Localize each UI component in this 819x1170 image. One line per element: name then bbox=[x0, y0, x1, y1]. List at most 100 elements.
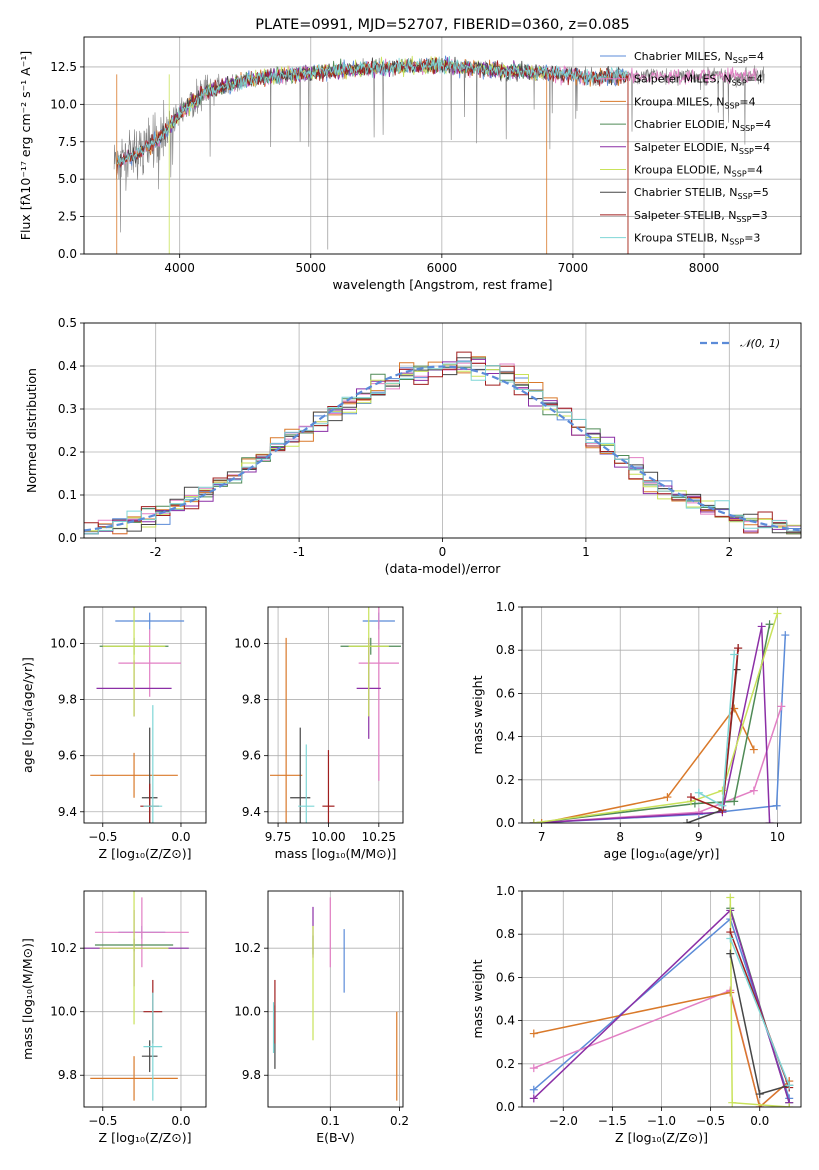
series-line bbox=[533, 626, 771, 823]
plot-frame bbox=[83, 36, 802, 255]
legend-subscript: SSP bbox=[733, 56, 748, 65]
plot-frame bbox=[521, 606, 802, 824]
legend-label: Chabrier ELODIE, N bbox=[634, 118, 740, 131]
data-point bbox=[749, 786, 758, 795]
legend-subscript: SSP bbox=[740, 124, 755, 133]
x-tick-label: 8 bbox=[616, 830, 624, 844]
errorbar-kroupa-stelib bbox=[143, 705, 163, 823]
y-tick-label: 0.0 bbox=[58, 531, 77, 545]
y-tick-label: 0.0 bbox=[58, 247, 77, 261]
data-point bbox=[730, 797, 739, 806]
x-tick-label: 9.75 bbox=[265, 830, 292, 844]
y-tick-label: 9.8 bbox=[242, 693, 261, 707]
y-tick-label: 10.0 bbox=[50, 97, 77, 111]
errorbars bbox=[272, 897, 398, 1101]
x-axis-label: E(B-V) bbox=[316, 1130, 355, 1145]
legend-subscript: SSP bbox=[732, 170, 747, 179]
legend-entry: Kroupa MILES, NSSP=4 bbox=[634, 95, 756, 110]
x-tick-label: 9 bbox=[695, 830, 703, 844]
legend-entry: Kroupa ELODIE, NSSP=4 bbox=[634, 164, 763, 179]
y-tick-label: 9.4 bbox=[58, 805, 77, 819]
errorbar-salpeter-miles bbox=[94, 897, 189, 968]
y-tick-label: 0.5 bbox=[58, 316, 77, 330]
y-tick-label: 10.0 bbox=[50, 1005, 77, 1019]
y-axis-label: age [log₁₀(age/yr)] bbox=[20, 657, 35, 773]
errorbar-salpeter-stelib bbox=[322, 750, 335, 823]
x-tick-label: 10.00 bbox=[311, 830, 345, 844]
panel-age-vs-Z: −0.5 0.0 9.4 9.6 9.8 10.0 Z [log₁₀(Z/Z⊙)] age [… bbox=[20, 606, 207, 861]
data-point bbox=[785, 1081, 794, 1090]
errorbar-kroupa-elodie bbox=[348, 607, 389, 717]
data-point bbox=[728, 1098, 737, 1107]
data-point bbox=[773, 609, 782, 618]
series-kroupa-miles bbox=[529, 988, 794, 1107]
data-point bbox=[749, 745, 758, 754]
model-spectrum-kroupa-stelib bbox=[116, 56, 629, 165]
legend-value: =5 bbox=[753, 186, 769, 199]
panel-weight-vs-age: 7 8 9 10 0.0 0.2 0.4 0.6 0.8 1.0 age [log₁₀(age/yr… bbox=[470, 600, 802, 861]
series-kroupa-stelib bbox=[726, 934, 794, 1090]
data-point bbox=[663, 793, 672, 802]
x-tick-label: 0.2 bbox=[390, 1114, 409, 1128]
y-tick-label: 0.2 bbox=[496, 1057, 515, 1071]
panel-weight-vs-Z: −2.0 −1.5 −1.0 −0.5 0.0 0.0 0.2 0.4 0.6 0.8 1.0 Z [… bbox=[470, 884, 802, 1145]
weight-lines bbox=[529, 893, 794, 1107]
y-axis-label: mass weight bbox=[470, 675, 485, 754]
y-tick-label: 0.8 bbox=[496, 927, 515, 941]
y-axis-label: Normed distribution bbox=[24, 368, 39, 493]
y-tick-label: 9.6 bbox=[242, 749, 261, 763]
legend-entry: Salpeter STELIB, NSSP=3 bbox=[634, 209, 768, 224]
data-point bbox=[694, 788, 703, 797]
legend-value: =3 bbox=[744, 232, 760, 245]
data-point bbox=[755, 1090, 764, 1099]
errorbar-kroupa-elodie bbox=[99, 891, 169, 1025]
errorbar-kroupa-miles bbox=[270, 637, 303, 823]
y-tick-label: 0.4 bbox=[496, 1014, 515, 1028]
data-point bbox=[726, 934, 735, 943]
normal-curve bbox=[84, 365, 801, 532]
x-tick-label: 6000 bbox=[427, 261, 458, 275]
legend-value: =4 bbox=[739, 95, 755, 108]
x-axis-label: Z [log₁₀(Z/Z⊙)] bbox=[99, 846, 192, 861]
y-tick-label: 9.4 bbox=[242, 805, 261, 819]
legend-value: =4 bbox=[748, 50, 764, 63]
x-tick-label: −2.0 bbox=[549, 1114, 578, 1128]
series-line bbox=[533, 613, 779, 823]
y-tick-label: 10.0 bbox=[234, 636, 261, 650]
x-tick-label: −1.0 bbox=[647, 1114, 676, 1128]
errorbar-kroupa-stelib bbox=[298, 744, 315, 823]
x-tick-label: 8000 bbox=[689, 261, 720, 275]
data-point bbox=[529, 1094, 538, 1103]
x-axis-label: Z [log₁₀(Z/Z⊙)] bbox=[99, 1130, 192, 1145]
chart-title: PLATE=0991, MJD=52707, FIBERID=0360, z=0… bbox=[255, 17, 629, 33]
y-tick-label: 0.2 bbox=[496, 773, 515, 787]
y-axis-label: mass weight bbox=[470, 959, 485, 1038]
x-tick-label: −0.5 bbox=[88, 830, 117, 844]
errorbar-kroupa-stelib bbox=[143, 992, 163, 1101]
x-tick-label: −0.5 bbox=[696, 1114, 725, 1128]
legend-label: Salpeter STELIB, N bbox=[634, 209, 736, 222]
series-line bbox=[533, 991, 790, 1107]
data-point bbox=[529, 1085, 538, 1094]
data-point bbox=[785, 1103, 794, 1107]
x-tick-label: 2 bbox=[725, 545, 733, 559]
x-axis-label: age [log₁₀(age/yr)] bbox=[604, 846, 720, 861]
y-tick-label: 0.4 bbox=[58, 359, 77, 373]
y-tick-label: 5.0 bbox=[58, 172, 77, 186]
data-point bbox=[529, 819, 538, 823]
legend-label: Salpeter ELODIE, N bbox=[634, 141, 739, 154]
x-tick-label: 7 bbox=[538, 830, 546, 844]
data-point bbox=[772, 801, 781, 810]
y-tick-label: 9.6 bbox=[58, 749, 77, 763]
y-tick-label: 7.5 bbox=[58, 135, 77, 149]
panel-mass-vs-Z: −0.5 0.0 9.8 10.0 10.2 Z [log₁₀(Z/Z⊙)] mass [l… bbox=[20, 890, 207, 1145]
legend-entry: Kroupa STELIB, NSSP=3 bbox=[634, 232, 760, 247]
data-point bbox=[686, 793, 695, 802]
plot-frame bbox=[83, 606, 207, 824]
x-axis-label: (data-model)/error bbox=[385, 561, 502, 576]
legend-label: Chabrier MILES, N bbox=[634, 50, 733, 63]
data-point bbox=[777, 702, 786, 711]
series-chabrier-elodie bbox=[529, 620, 774, 823]
y-tick-label: 0.3 bbox=[58, 402, 77, 416]
series-kroupa-stelib bbox=[694, 650, 739, 810]
